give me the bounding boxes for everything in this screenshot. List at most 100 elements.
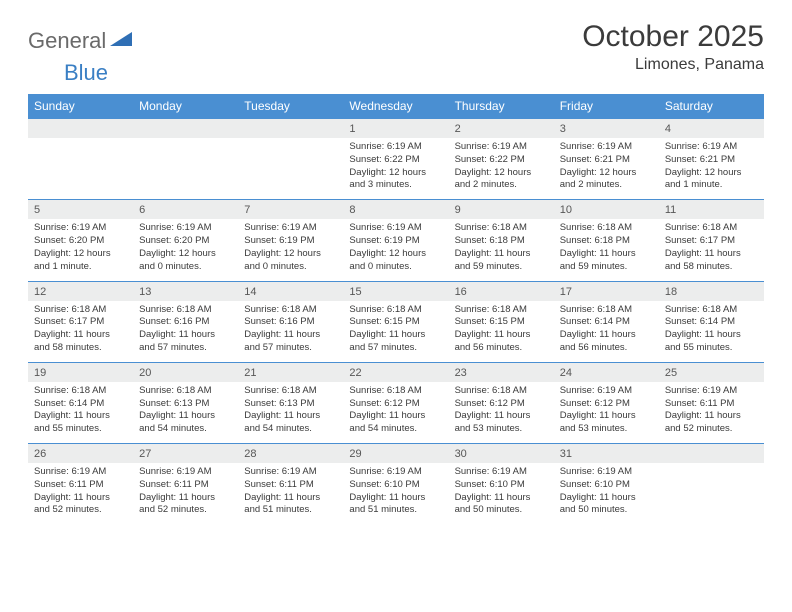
day-number: 20 bbox=[133, 363, 238, 382]
day-number: 2 bbox=[449, 119, 554, 138]
day-number: 10 bbox=[554, 200, 659, 219]
day-cell: 23Sunrise: 6:18 AMSunset: 6:12 PMDayligh… bbox=[449, 362, 554, 443]
week-row: 1Sunrise: 6:19 AMSunset: 6:22 PMDaylight… bbox=[28, 119, 764, 200]
day-content: Sunrise: 6:18 AMSunset: 6:13 PMDaylight:… bbox=[238, 382, 343, 443]
day-header: Saturday bbox=[659, 94, 764, 119]
day-number: 1 bbox=[343, 119, 448, 138]
brand-triangle-icon bbox=[110, 30, 132, 53]
day-cell: 16Sunrise: 6:18 AMSunset: 6:15 PMDayligh… bbox=[449, 281, 554, 362]
day-number: 7 bbox=[238, 200, 343, 219]
day-content bbox=[28, 138, 133, 192]
calendar-table: SundayMondayTuesdayWednesdayThursdayFrid… bbox=[28, 94, 764, 524]
day-number: 27 bbox=[133, 444, 238, 463]
day-number: 14 bbox=[238, 282, 343, 301]
day-cell: 27Sunrise: 6:19 AMSunset: 6:11 PMDayligh… bbox=[133, 444, 238, 525]
day-content: Sunrise: 6:19 AMSunset: 6:22 PMDaylight:… bbox=[343, 138, 448, 199]
day-cell: 3Sunrise: 6:19 AMSunset: 6:21 PMDaylight… bbox=[554, 119, 659, 200]
day-cell: 22Sunrise: 6:18 AMSunset: 6:12 PMDayligh… bbox=[343, 362, 448, 443]
day-cell bbox=[28, 119, 133, 200]
day-number: 22 bbox=[343, 363, 448, 382]
day-content bbox=[133, 138, 238, 192]
day-content: Sunrise: 6:18 AMSunset: 6:12 PMDaylight:… bbox=[449, 382, 554, 443]
day-content: Sunrise: 6:18 AMSunset: 6:17 PMDaylight:… bbox=[28, 301, 133, 362]
day-header: Friday bbox=[554, 94, 659, 119]
day-cell: 4Sunrise: 6:19 AMSunset: 6:21 PMDaylight… bbox=[659, 119, 764, 200]
day-content: Sunrise: 6:19 AMSunset: 6:10 PMDaylight:… bbox=[449, 463, 554, 524]
day-number: 3 bbox=[554, 119, 659, 138]
day-content: Sunrise: 6:19 AMSunset: 6:11 PMDaylight:… bbox=[659, 382, 764, 443]
day-content bbox=[659, 463, 764, 517]
day-cell: 26Sunrise: 6:19 AMSunset: 6:11 PMDayligh… bbox=[28, 444, 133, 525]
day-number: 18 bbox=[659, 282, 764, 301]
day-content: Sunrise: 6:19 AMSunset: 6:21 PMDaylight:… bbox=[554, 138, 659, 199]
day-cell: 15Sunrise: 6:18 AMSunset: 6:15 PMDayligh… bbox=[343, 281, 448, 362]
day-cell: 14Sunrise: 6:18 AMSunset: 6:16 PMDayligh… bbox=[238, 281, 343, 362]
day-cell: 6Sunrise: 6:19 AMSunset: 6:20 PMDaylight… bbox=[133, 200, 238, 281]
day-number bbox=[238, 119, 343, 138]
day-number: 29 bbox=[343, 444, 448, 463]
day-content: Sunrise: 6:19 AMSunset: 6:12 PMDaylight:… bbox=[554, 382, 659, 443]
brand-part2: Blue bbox=[64, 60, 108, 85]
day-number bbox=[133, 119, 238, 138]
day-number: 24 bbox=[554, 363, 659, 382]
day-content: Sunrise: 6:19 AMSunset: 6:11 PMDaylight:… bbox=[28, 463, 133, 524]
day-number: 13 bbox=[133, 282, 238, 301]
day-cell: 9Sunrise: 6:18 AMSunset: 6:18 PMDaylight… bbox=[449, 200, 554, 281]
day-number: 6 bbox=[133, 200, 238, 219]
day-number: 4 bbox=[659, 119, 764, 138]
day-content: Sunrise: 6:18 AMSunset: 6:16 PMDaylight:… bbox=[133, 301, 238, 362]
day-number: 19 bbox=[28, 363, 133, 382]
day-header: Sunday bbox=[28, 94, 133, 119]
day-header: Tuesday bbox=[238, 94, 343, 119]
day-cell: 7Sunrise: 6:19 AMSunset: 6:19 PMDaylight… bbox=[238, 200, 343, 281]
day-number bbox=[659, 444, 764, 463]
day-content: Sunrise: 6:19 AMSunset: 6:19 PMDaylight:… bbox=[343, 219, 448, 280]
day-cell: 28Sunrise: 6:19 AMSunset: 6:11 PMDayligh… bbox=[238, 444, 343, 525]
day-cell: 12Sunrise: 6:18 AMSunset: 6:17 PMDayligh… bbox=[28, 281, 133, 362]
day-content: Sunrise: 6:19 AMSunset: 6:21 PMDaylight:… bbox=[659, 138, 764, 199]
day-number: 16 bbox=[449, 282, 554, 301]
day-cell: 24Sunrise: 6:19 AMSunset: 6:12 PMDayligh… bbox=[554, 362, 659, 443]
day-cell bbox=[133, 119, 238, 200]
day-cell: 29Sunrise: 6:19 AMSunset: 6:10 PMDayligh… bbox=[343, 444, 448, 525]
day-cell: 11Sunrise: 6:18 AMSunset: 6:17 PMDayligh… bbox=[659, 200, 764, 281]
day-header: Monday bbox=[133, 94, 238, 119]
day-content: Sunrise: 6:18 AMSunset: 6:14 PMDaylight:… bbox=[28, 382, 133, 443]
day-header-row: SundayMondayTuesdayWednesdayThursdayFrid… bbox=[28, 94, 764, 119]
day-cell: 5Sunrise: 6:19 AMSunset: 6:20 PMDaylight… bbox=[28, 200, 133, 281]
day-number: 9 bbox=[449, 200, 554, 219]
day-content: Sunrise: 6:19 AMSunset: 6:11 PMDaylight:… bbox=[238, 463, 343, 524]
day-content: Sunrise: 6:19 AMSunset: 6:22 PMDaylight:… bbox=[449, 138, 554, 199]
day-header: Wednesday bbox=[343, 94, 448, 119]
week-row: 12Sunrise: 6:18 AMSunset: 6:17 PMDayligh… bbox=[28, 281, 764, 362]
day-number: 8 bbox=[343, 200, 448, 219]
day-content: Sunrise: 6:19 AMSunset: 6:11 PMDaylight:… bbox=[133, 463, 238, 524]
day-content: Sunrise: 6:18 AMSunset: 6:18 PMDaylight:… bbox=[554, 219, 659, 280]
day-content: Sunrise: 6:19 AMSunset: 6:19 PMDaylight:… bbox=[238, 219, 343, 280]
week-row: 19Sunrise: 6:18 AMSunset: 6:14 PMDayligh… bbox=[28, 362, 764, 443]
day-number: 17 bbox=[554, 282, 659, 301]
brand-part1: General bbox=[28, 28, 106, 54]
day-content: Sunrise: 6:18 AMSunset: 6:15 PMDaylight:… bbox=[343, 301, 448, 362]
day-content: Sunrise: 6:18 AMSunset: 6:16 PMDaylight:… bbox=[238, 301, 343, 362]
day-number: 21 bbox=[238, 363, 343, 382]
day-cell: 21Sunrise: 6:18 AMSunset: 6:13 PMDayligh… bbox=[238, 362, 343, 443]
day-content: Sunrise: 6:18 AMSunset: 6:15 PMDaylight:… bbox=[449, 301, 554, 362]
day-cell bbox=[659, 444, 764, 525]
brand-logo: General bbox=[28, 28, 134, 54]
day-cell: 13Sunrise: 6:18 AMSunset: 6:16 PMDayligh… bbox=[133, 281, 238, 362]
day-cell: 30Sunrise: 6:19 AMSunset: 6:10 PMDayligh… bbox=[449, 444, 554, 525]
day-number: 12 bbox=[28, 282, 133, 301]
day-cell: 20Sunrise: 6:18 AMSunset: 6:13 PMDayligh… bbox=[133, 362, 238, 443]
week-row: 5Sunrise: 6:19 AMSunset: 6:20 PMDaylight… bbox=[28, 200, 764, 281]
day-number: 31 bbox=[554, 444, 659, 463]
day-cell: 17Sunrise: 6:18 AMSunset: 6:14 PMDayligh… bbox=[554, 281, 659, 362]
day-content: Sunrise: 6:18 AMSunset: 6:14 PMDaylight:… bbox=[659, 301, 764, 362]
day-cell: 19Sunrise: 6:18 AMSunset: 6:14 PMDayligh… bbox=[28, 362, 133, 443]
day-content: Sunrise: 6:19 AMSunset: 6:20 PMDaylight:… bbox=[28, 219, 133, 280]
day-number: 11 bbox=[659, 200, 764, 219]
day-cell bbox=[238, 119, 343, 200]
month-title: October 2025 bbox=[582, 20, 764, 54]
day-content: Sunrise: 6:18 AMSunset: 6:18 PMDaylight:… bbox=[449, 219, 554, 280]
day-content: Sunrise: 6:18 AMSunset: 6:12 PMDaylight:… bbox=[343, 382, 448, 443]
